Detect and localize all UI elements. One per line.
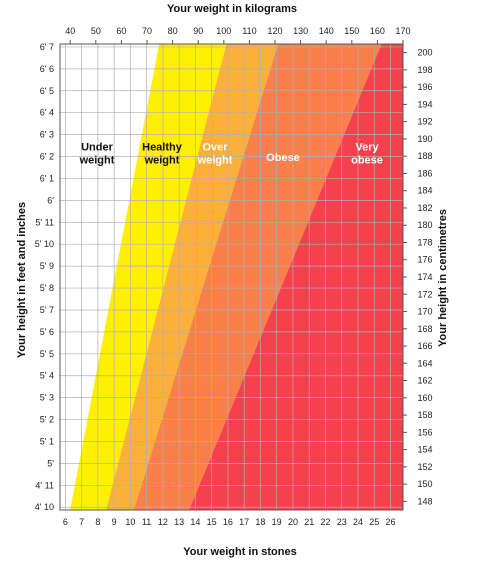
y-right-tick-label: 190: [417, 134, 432, 144]
x-top-tick-label: 110: [242, 26, 256, 36]
x-bottom-tick-label: 9: [112, 517, 117, 527]
y-left-tick-label: 5' 9: [40, 261, 54, 271]
y-right-tick-label: 200: [417, 48, 432, 58]
y-right-tick-label: 186: [417, 168, 432, 178]
y-left-tick-label: 5' 8: [40, 283, 54, 293]
x-bottom-tick-label: 15: [207, 517, 217, 527]
x-top-tick-label: 80: [168, 26, 178, 36]
y-right-tick-label: 148: [417, 496, 432, 506]
x-top-tick-label: 170: [395, 26, 410, 36]
label-under-weight: Under weight: [79, 142, 115, 167]
y-right-tick-label: 196: [417, 82, 432, 92]
x-bottom-tick-label: 18: [255, 517, 265, 527]
x-top-tick-label: 100: [216, 26, 231, 36]
x-top-tick-label: 160: [370, 26, 385, 36]
x-top-tick-label: 140: [319, 26, 334, 36]
y-left-tick-label: 5' 11: [35, 217, 54, 227]
x-bottom-tick-label: 12: [158, 517, 168, 527]
y-left-tick-label: 5': [47, 458, 54, 468]
x-top-axis-title: Your weight in kilograms: [167, 3, 297, 15]
x-top-tick-label: 150: [344, 26, 359, 36]
x-top-tick-label: 90: [193, 26, 203, 36]
band-over-weight: [106, 44, 279, 510]
y-right-axis-title: Your height in centimetres: [437, 209, 449, 347]
x-bottom-tick-label: 20: [288, 517, 298, 527]
y-left-tick-label: 6' 1: [40, 173, 54, 183]
x-bottom-axis-title: Your weight in stones: [183, 546, 296, 558]
label-over-weight: Over weight: [197, 142, 233, 167]
y-right-tick-label: 162: [417, 376, 432, 386]
grid-lines: [60, 44, 403, 510]
x-top-tick-label: 120: [267, 26, 282, 36]
y-left-tick-label: 6' 4: [40, 108, 54, 118]
x-bottom-tick-label: 21: [304, 517, 314, 527]
x-bottom-tick-label: 10: [125, 517, 135, 527]
band-under-weight: [60, 44, 160, 510]
y-right-tick-label: 174: [417, 272, 432, 282]
y-left-tick-label: 5' 7: [40, 305, 54, 315]
x-top-tick-label: 130: [293, 26, 308, 36]
y-left-tick-label: 5' 4: [40, 371, 54, 381]
y-right-tick-label: 176: [417, 255, 432, 265]
x-bottom-tick-label: 6: [63, 517, 68, 527]
y-right-tick-label: 172: [417, 289, 432, 299]
x-bottom-tick-label: 7: [79, 517, 84, 527]
y-left-tick-label: 4' 10: [35, 502, 54, 512]
x-bottom-tick-label: 24: [353, 517, 363, 527]
y-right-tick-label: 150: [417, 479, 432, 489]
x-bottom-tick-label: 16: [223, 517, 233, 527]
y-left-axis-title: Your height in feet and inches: [16, 202, 28, 358]
x-bottom-tick-label: 25: [369, 517, 379, 527]
x-bottom-tick-label: 23: [337, 517, 347, 527]
y-left-tick-label: 5' 10: [35, 239, 54, 249]
y-left-tick-label: 6' 2: [40, 152, 54, 162]
y-right-tick-label: 180: [417, 220, 432, 230]
y-left-tick-label: 4' 11: [35, 480, 54, 490]
y-right-tick-label: 166: [417, 341, 432, 351]
band-very-obese: [189, 44, 403, 510]
y-left-tick-label: 6' 7: [40, 42, 54, 52]
x-bottom-tick-label: 8: [95, 517, 100, 527]
y-right-tick-label: 160: [417, 393, 432, 403]
x-bottom-tick-label: 19: [272, 517, 282, 527]
y-left-tick-label: 5' 6: [40, 327, 54, 337]
x-bottom-tick-label: 14: [190, 517, 200, 527]
y-right-tick-label: 152: [417, 462, 432, 472]
x-top-tick-label: 70: [142, 26, 152, 36]
y-left-tick-label: 6' 5: [40, 86, 54, 96]
y-left-tick-label: 5' 5: [40, 349, 54, 359]
y-right-tick-label: 198: [417, 65, 432, 75]
y-right-tick-label: 194: [417, 99, 432, 109]
y-right-tick-label: 156: [417, 427, 432, 437]
y-left-tick-label: 6' 6: [40, 64, 54, 74]
label-healthy-weight: Healthy weight: [142, 142, 183, 167]
label-obese: Obese: [266, 152, 300, 164]
band-healthy-weight: [70, 44, 227, 510]
y-right-tick-label: 188: [417, 151, 432, 161]
x-bottom-tick-label: 22: [320, 517, 330, 527]
x-bottom-tick-label: 17: [239, 517, 249, 527]
y-left-tick-label: 5' 3: [40, 393, 54, 403]
label-very-obese: Very obese: [351, 142, 383, 167]
x-bottom-tick-label: 11: [142, 517, 151, 527]
y-right-tick-label: 154: [417, 445, 432, 455]
y-right-tick-label: 158: [417, 410, 432, 420]
x-bottom-tick-label: 26: [385, 517, 395, 527]
y-right-tick-label: 182: [417, 203, 432, 213]
y-left-tick-label: 6': [47, 195, 54, 205]
y-right-tick-label: 168: [417, 324, 432, 334]
y-left-tick-label: 5' 2: [40, 415, 54, 425]
x-top-tick-label: 60: [116, 26, 126, 36]
x-bottom-tick-label: 13: [174, 517, 184, 527]
y-right-tick-label: 192: [417, 117, 432, 127]
y-right-tick-label: 164: [417, 358, 432, 368]
y-left-tick-label: 6' 3: [40, 130, 54, 140]
x-top-tick-label: 50: [91, 26, 101, 36]
y-left-tick-label: 5' 1: [40, 436, 54, 446]
y-right-tick-label: 178: [417, 237, 432, 247]
x-top-tick-label: 40: [65, 26, 75, 36]
y-right-tick-label: 170: [417, 307, 432, 317]
y-right-tick-label: 184: [417, 186, 432, 196]
